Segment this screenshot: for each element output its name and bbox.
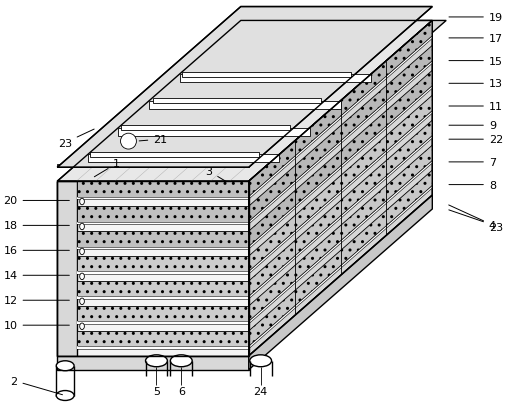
Polygon shape (90, 153, 259, 158)
Polygon shape (249, 21, 433, 197)
Polygon shape (249, 171, 433, 346)
Circle shape (120, 134, 137, 150)
Text: 24: 24 (254, 386, 268, 396)
Polygon shape (249, 186, 433, 349)
Text: 18: 18 (4, 221, 70, 231)
Polygon shape (249, 136, 433, 299)
Polygon shape (57, 21, 433, 182)
Text: 14: 14 (4, 271, 70, 281)
Polygon shape (249, 71, 433, 247)
Text: 15: 15 (449, 56, 503, 66)
Ellipse shape (170, 355, 192, 367)
Text: 7: 7 (449, 157, 496, 167)
Polygon shape (249, 87, 433, 249)
Polygon shape (182, 73, 351, 78)
Polygon shape (77, 222, 249, 225)
Polygon shape (77, 331, 249, 346)
Polygon shape (77, 231, 249, 247)
Polygon shape (249, 46, 433, 222)
Polygon shape (249, 121, 433, 297)
Ellipse shape (79, 199, 84, 205)
Text: 3: 3 (206, 167, 226, 182)
Polygon shape (77, 297, 249, 299)
Ellipse shape (249, 355, 271, 367)
Ellipse shape (79, 274, 84, 280)
Text: 10: 10 (4, 320, 70, 330)
Polygon shape (249, 196, 433, 370)
Polygon shape (249, 37, 433, 200)
Ellipse shape (79, 323, 84, 330)
Text: 4: 4 (449, 210, 496, 230)
Polygon shape (179, 75, 371, 83)
Polygon shape (57, 165, 249, 168)
Polygon shape (88, 155, 279, 163)
Ellipse shape (79, 249, 84, 255)
Polygon shape (77, 207, 249, 222)
Polygon shape (77, 182, 249, 197)
Polygon shape (249, 21, 446, 356)
Text: 21: 21 (139, 135, 167, 145)
Text: 11: 11 (449, 102, 503, 112)
Text: 23: 23 (449, 205, 503, 232)
Text: 23: 23 (58, 130, 94, 148)
Text: 17: 17 (449, 34, 503, 44)
Polygon shape (77, 272, 249, 274)
Polygon shape (77, 321, 249, 324)
Polygon shape (249, 146, 433, 321)
Polygon shape (249, 62, 433, 225)
Text: 6: 6 (178, 386, 185, 396)
Polygon shape (121, 126, 290, 130)
Polygon shape (118, 128, 310, 136)
Polygon shape (57, 182, 77, 356)
Text: 9: 9 (449, 121, 496, 131)
Polygon shape (249, 112, 433, 274)
Polygon shape (57, 182, 249, 356)
Ellipse shape (145, 355, 167, 367)
Polygon shape (77, 247, 249, 249)
Polygon shape (77, 281, 249, 297)
Polygon shape (77, 306, 249, 321)
Polygon shape (77, 346, 249, 349)
Text: 2: 2 (10, 376, 63, 395)
Ellipse shape (56, 391, 74, 400)
Text: 12: 12 (4, 296, 70, 306)
Polygon shape (153, 98, 321, 103)
Text: 8: 8 (449, 180, 496, 190)
Text: 22: 22 (449, 135, 503, 145)
Text: 20: 20 (4, 196, 70, 206)
Polygon shape (149, 101, 340, 110)
Text: 19: 19 (449, 13, 503, 23)
Polygon shape (249, 96, 433, 272)
Polygon shape (249, 161, 433, 324)
Ellipse shape (56, 361, 74, 371)
Text: 5: 5 (153, 386, 160, 396)
Polygon shape (57, 7, 433, 168)
Text: 16: 16 (4, 246, 70, 256)
Text: 1: 1 (94, 159, 120, 178)
Polygon shape (77, 256, 249, 272)
Polygon shape (77, 197, 249, 200)
Ellipse shape (79, 224, 84, 230)
Polygon shape (57, 356, 249, 370)
Text: 13: 13 (449, 79, 503, 89)
Polygon shape (249, 21, 433, 356)
Ellipse shape (79, 298, 84, 305)
